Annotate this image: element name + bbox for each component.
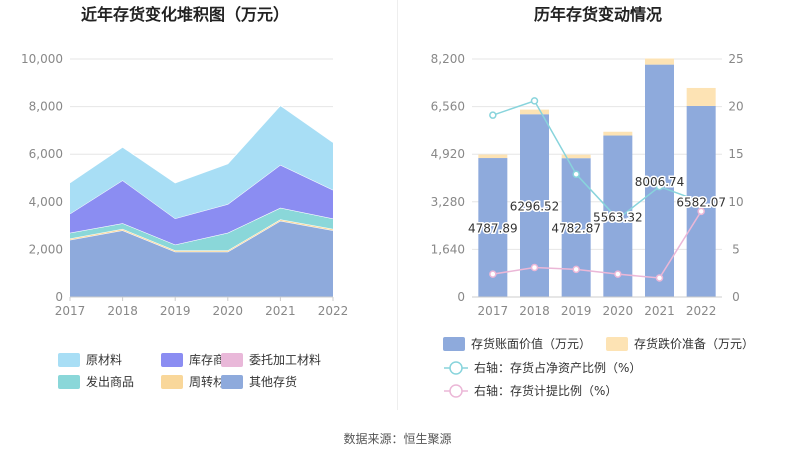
right-y-tick-label: 0 — [457, 290, 465, 304]
bar-book-value — [561, 158, 591, 297]
legend-label-impairment: 存货跌价准备（万元） — [634, 336, 754, 351]
legend-line-label-1: 右轴：存货计提比例（%） — [474, 383, 617, 398]
line-point-0 — [697, 198, 705, 206]
bar-data-label: 8006.74 — [635, 175, 685, 189]
data-source-note: 数据来源：恒生聚源 — [343, 432, 452, 446]
bar-impairment — [478, 154, 508, 159]
left-y-tick-label: 6,000 — [29, 147, 63, 161]
panel-divider — [397, 0, 398, 410]
area-series-2 — [70, 207, 333, 251]
legend-swatch-4 — [161, 375, 183, 389]
line-point-0 — [489, 111, 497, 119]
bar-impairment — [603, 131, 633, 136]
bar-data-label: 6582.07 — [676, 195, 726, 209]
right-y2-tick-label: 10 — [728, 195, 743, 209]
bar-data-label: 4787.89 — [468, 222, 518, 236]
line-series-0 — [492, 99, 702, 220]
area-series-0 — [70, 220, 333, 297]
left-y-tick-label: 8,000 — [29, 100, 63, 114]
line-point-0 — [530, 97, 539, 105]
right-y-tick-label: 8,200 — [431, 52, 465, 66]
bar-impairment — [520, 109, 549, 115]
legend-swatch-impairment — [606, 337, 628, 351]
bar-data-label: 4782.87 — [551, 222, 601, 236]
legend-marker-0 — [449, 361, 463, 375]
right-y2-tick-label: 25 — [728, 52, 743, 66]
legend-label-2: 委托加工材料 — [249, 353, 321, 367]
right-y-tick-label: 6,560 — [431, 100, 465, 114]
legend-swatch-3 — [58, 375, 80, 389]
right-bar-chart: 8,200 6,560 4,920 3,280 1,640 0 25 20 15 10 5 0 4787… — [431, 52, 754, 398]
legend-label-0: 原材料 — [86, 353, 122, 367]
legend-label-book-value: 存货账面价值（万元） — [471, 336, 591, 351]
right-x-tick-label: 2017 — [478, 304, 509, 318]
line-series-1 — [492, 210, 702, 279]
right-x-tick-label: 2020 — [603, 304, 634, 318]
left-x-tick-label: 2018 — [107, 304, 138, 318]
area-series-4 — [70, 164, 333, 245]
left-x-tick-label: 2020 — [213, 304, 244, 318]
left-y-tick-label: 2,000 — [29, 242, 63, 256]
legend-label-3: 发出商品 — [86, 374, 134, 389]
legend-swatch-book-value — [443, 337, 465, 351]
line-point-1 — [489, 270, 497, 278]
legend-line-label-0: 右轴：存货占净资产比例（%） — [474, 360, 641, 375]
left-y-tick-label: 10,000 — [21, 52, 63, 66]
line-point-1 — [530, 263, 539, 272]
line-point-1 — [655, 274, 664, 282]
left-x-tick-label: 2019 — [160, 304, 191, 318]
right-y-tick-label: 3,280 — [431, 195, 465, 209]
area-series-edge-5 — [69, 104, 334, 184]
line-point-1 — [572, 265, 580, 274]
line-point-0 — [655, 182, 664, 191]
left-x-tick-label: 2021 — [265, 304, 296, 318]
line-point-0 — [572, 170, 580, 178]
right-x-tick-label: 2022 — [686, 304, 717, 318]
legend-swatch-0 — [58, 353, 80, 367]
left-x-tick-label: 2022 — [318, 304, 349, 318]
right-chart-title: 历年存货变动情况 — [534, 5, 662, 24]
right-x-tick-label: 2018 — [519, 304, 550, 318]
bar-impairment — [645, 58, 674, 65]
bar-data-label: 6296.52 — [510, 200, 560, 214]
bar-impairment — [561, 154, 591, 159]
right-y-tick-label: 4,920 — [431, 147, 465, 161]
legend-marker-1 — [449, 384, 463, 398]
left-chart-title: 近年存货变化堆积图（万元） — [81, 5, 289, 24]
bar-impairment — [686, 87, 716, 106]
left-y-tick-label: 0 — [55, 290, 63, 304]
line-point-1 — [614, 270, 622, 278]
legend-swatch-5 — [221, 375, 243, 389]
right-y2-tick-label: 20 — [728, 100, 743, 114]
left-y-tick-label: 4,000 — [29, 195, 63, 209]
area-series-5 — [70, 105, 333, 219]
bar-book-value — [645, 64, 674, 297]
line-point-1 — [697, 207, 705, 216]
right-y2-tick-label: 15 — [728, 147, 743, 161]
legend-swatch-1 — [161, 353, 183, 367]
bar-data-label: 5563.32 — [593, 210, 643, 224]
right-y2-tick-label: 0 — [732, 290, 740, 304]
legend-swatch-2 — [221, 353, 243, 367]
legend-label-5: 其他存货 — [249, 374, 297, 389]
left-x-tick-label: 2017 — [55, 304, 86, 318]
right-x-tick-label: 2021 — [644, 304, 675, 318]
right-x-tick-label: 2019 — [561, 304, 592, 318]
right-y2-tick-label: 5 — [732, 242, 740, 256]
right-y-tick-label: 1,640 — [431, 242, 465, 256]
line-point-0 — [614, 215, 622, 223]
